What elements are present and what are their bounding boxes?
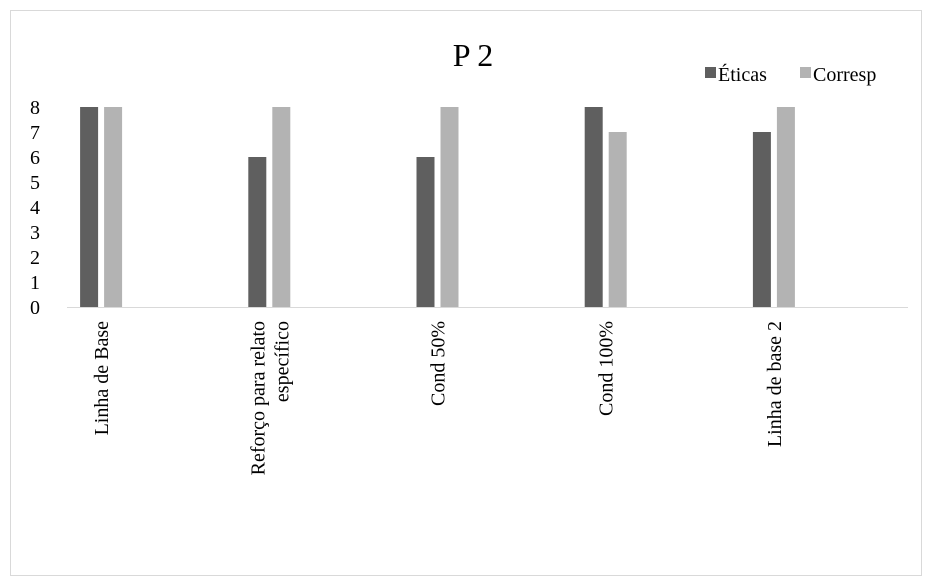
- x-axis-labels: Linha de Base Reforço para relato específi…: [91, 321, 786, 475]
- y-tick-label: 7: [30, 122, 40, 144]
- chart-title: P 2: [453, 37, 494, 73]
- bar-corresp-5: [776, 107, 795, 307]
- y-tick-label: 3: [30, 222, 40, 244]
- y-tick-label: 5: [30, 172, 40, 194]
- x-category-label: Cond 50%: [428, 321, 450, 406]
- bar-eticas-3: [416, 157, 435, 307]
- bar-eticas-5: [752, 132, 771, 307]
- y-tick-label: 8: [30, 97, 40, 119]
- y-tick-label: 2: [30, 247, 40, 269]
- y-tick-label: 4: [30, 197, 40, 219]
- y-tick-label: 6: [30, 147, 40, 169]
- legend: Éticas Corresp: [705, 63, 876, 86]
- x-category-label: Cond 100%: [596, 321, 618, 416]
- legend-swatch: [800, 67, 811, 78]
- bar-eticas-1: [80, 107, 99, 307]
- bar-corresp-4: [608, 132, 627, 307]
- legend-swatch: [705, 67, 716, 78]
- bars: [80, 107, 795, 307]
- bar-corresp-2: [272, 107, 291, 307]
- x-category-label: Linha de Base: [91, 321, 113, 436]
- x-category-label: Reforço para relato específico: [247, 321, 293, 475]
- legend-label: Corresp: [813, 64, 876, 86]
- x-category-label: Linha de base 2: [764, 321, 786, 447]
- bar-eticas-4: [584, 107, 603, 307]
- bar-corresp-3: [440, 107, 459, 307]
- y-tick-label: 1: [30, 272, 40, 294]
- y-tick-label: 0: [30, 297, 40, 319]
- y-axis-ticks: 0 1 2 3 4 5 6 7 8: [30, 97, 40, 319]
- legend-label: Éticas: [718, 63, 767, 86]
- bar-corresp-1: [104, 107, 123, 307]
- bar-eticas-2: [248, 157, 267, 307]
